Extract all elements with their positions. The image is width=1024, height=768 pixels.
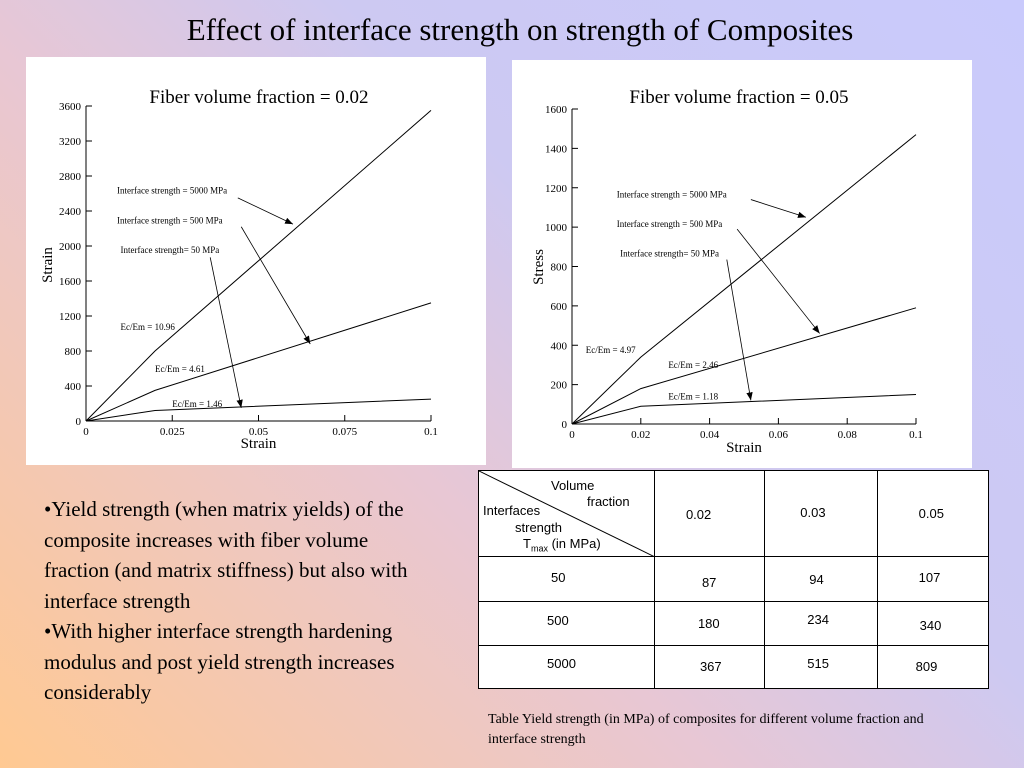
y-tick-label: 800 [551,262,568,274]
bullet-item: •Yield strength (when matrix yields) of … [44,497,408,613]
x-tick-label: 0.1 [909,429,923,441]
y-axis-label: Strain [40,247,56,283]
series-line-2 [571,307,917,425]
y-tick-label: 0 [562,419,568,431]
annotation-label: Interface strength = 500 MPa [117,215,223,225]
header-fraction: fraction [587,494,630,509]
annotation-arrow [750,199,807,218]
x-tick-label: 0.04 [700,429,720,441]
y-tick-label: 1200 [59,311,82,323]
header-interfaces: Interfaces [483,503,541,518]
table-cell: 94 [764,556,878,602]
annotation-label: Interface strength= 50 MPa [620,249,719,259]
yield-strength-table: Volume fraction Interfaces strength Tmax… [478,470,990,689]
row-label: 5000 [478,645,655,689]
table-header-row: Volume fraction Interfaces strength Tmax… [478,470,990,557]
table-cell: 809 [876,645,990,689]
y-tick-label: 1400 [545,143,568,155]
column-header: 0.05 [876,470,990,557]
x-tick-label: 0.05 [249,426,269,438]
annotation-label: Ec/Em = 4.61 [155,364,205,374]
table-row: 50 87 94 107 [478,556,990,602]
table-cell: 107 [876,556,990,602]
y-tick-label: 400 [551,340,568,352]
annotation-label: Interface strength = 5000 MPa [117,186,227,196]
y-tick-label: 800 [65,346,82,358]
table-corner-header: Volume fraction Interfaces strength Tmax… [478,470,655,557]
y-tick-label: 3600 [59,101,82,113]
y-tick-label: 1200 [545,183,568,195]
y-tick-label: 1000 [545,222,568,234]
header-volume: Volume [551,478,595,493]
annotation-label: Ec/Em = 10.96 [121,322,176,332]
y-tick-label: 2800 [59,171,82,183]
x-tick-label: 0 [83,426,89,438]
table-row: 5000 367 515 809 [478,645,990,689]
annotation-label: Ec/Em = 1.46 [172,399,222,409]
y-tick-label: 1600 [59,276,82,288]
header-strength: strength [515,520,562,535]
bullet-list: •Yield strength (when matrix yields) of … [44,494,414,708]
y-tick-label: 2000 [59,241,82,253]
header-tmax: Tmax (in MPa) [523,536,601,554]
chart-title: Fiber volume fraction = 0.02 [149,87,368,108]
row-label: 500 [478,601,655,646]
annotation-label: Ec/Em = 4.97 [586,345,636,355]
x-tick-label: 0.1 [424,426,438,438]
series-line-3 [85,398,432,422]
y-tick-label: 200 [551,380,568,392]
x-axis-label: Strain [726,440,762,456]
table-row: 500 180 234 340 [478,601,990,646]
x-tick-label: 0.025 [160,426,185,438]
table-cell: 180 [653,601,766,646]
table-cell: 234 [764,601,878,646]
annotation-arrow [736,228,820,334]
y-tick-label: 600 [551,301,568,313]
y-tick-label: 3200 [59,136,82,148]
table-caption: Table Yield strength (in MPa) of composi… [488,712,924,747]
column-header: 0.03 [764,470,878,557]
series-line-1 [571,134,917,425]
chart-title: Fiber volume fraction = 0.05 [629,87,848,108]
series-line-2 [85,302,432,422]
chart-panel-vf-002: Fiber volume fraction = 0.02 0 400 800 1200 1… [26,57,486,465]
annotation-arrow [726,259,753,401]
annotation-label: Interface strength= 50 MPa [121,245,220,255]
slide-title: Effect of interface strength on strength… [186,12,854,47]
chart-panel-vf-005: Fiber volume fraction = 0.05 0 200 400 600 80… [512,60,972,468]
column-header: 0.02 [653,470,766,557]
y-tick-label: 400 [65,381,82,393]
y-tick-label: 1600 [545,104,568,116]
chart-vf-005: Fiber volume fraction = 0.05 0 200 400 600 80… [531,87,923,456]
x-axis-label: Strain [241,436,277,452]
y-tick-label: 0 [76,416,82,428]
annotation-label: Interface strength = 500 MPa [617,219,723,229]
table-cell: 87 [653,556,766,602]
bullet-item: •With higher interface strength hardenin… [44,619,395,704]
series-line-1 [85,110,432,422]
annotation-label: Ec/Em = 2.46 [668,360,718,370]
series-line-3 [571,394,917,425]
table-cell: 367 [653,645,766,689]
table-cell: 340 [876,601,990,646]
chart-vf-002: Fiber volume fraction = 0.02 0 400 800 1200 1… [40,87,438,452]
table-cell: 515 [764,645,878,689]
x-tick-label: 0.02 [631,429,650,441]
x-tick-label: 0.075 [332,426,357,438]
annotation-label: Ec/Em = 1.18 [668,391,718,401]
x-tick-label: 0.08 [838,429,858,441]
annotation-arrow [240,226,311,345]
x-tick-label: 0 [569,429,575,441]
row-label: 50 [478,556,655,602]
annotation-arrow [237,197,294,225]
y-tick-label: 2400 [59,206,82,218]
y-axis-label: Stress [531,249,547,285]
x-tick-label: 0.06 [769,429,789,441]
annotation-arrow [209,257,243,408]
annotation-label: Interface strength = 5000 MPa [617,190,727,200]
header-diagonal-line [479,471,654,556]
